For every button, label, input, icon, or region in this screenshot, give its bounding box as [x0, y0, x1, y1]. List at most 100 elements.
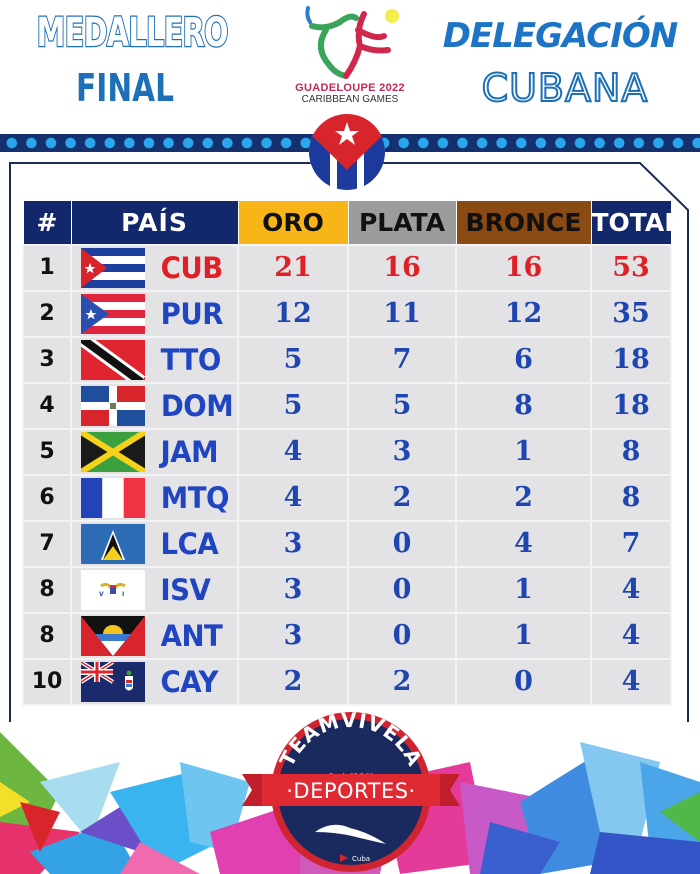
svg-text:I: I [122, 591, 124, 598]
teamvivela-deportes-logo-icon: TEAMVÍVELA •Desde 25-5-20• ·DEPORTES· Cu… [242, 708, 460, 872]
event-name: GUADELOUPE 2022 [295, 82, 405, 94]
country-cell: ANT [70, 611, 239, 660]
silver-count: 2 [347, 473, 457, 522]
silver-count: 0 [347, 611, 457, 660]
bronze-count: 2 [455, 473, 592, 522]
rank-cell: 6 [22, 473, 72, 522]
rank-cell: 2 [22, 289, 72, 338]
column-header-silver: PLATA [347, 200, 457, 245]
total-count: 4 [590, 657, 672, 706]
trinidad-tobago-flag-icon [81, 339, 145, 380]
country-cell: LCA [70, 519, 239, 568]
table-row: 8 V I ISV 3 0 1 4 [22, 565, 672, 614]
total-count: 4 [590, 611, 672, 660]
saint-lucia-flag-icon [81, 523, 145, 564]
country-code: PUR [160, 296, 224, 331]
column-header-total: TOTAL [590, 200, 680, 245]
column-header-bronze: BRONCE [455, 200, 592, 245]
rank-cell: 3 [22, 335, 72, 384]
total-count: 4 [590, 565, 672, 614]
country-code: JAM [160, 434, 219, 469]
silver-count: 3 [347, 427, 457, 476]
gold-count: 12 [237, 289, 349, 338]
table-row: 6 MTQ 4 2 2 8 [22, 473, 672, 522]
silver-count: 7 [347, 335, 457, 384]
table-row: 7 LCA 3 0 4 7 [22, 519, 672, 568]
bronze-count: 1 [455, 565, 592, 614]
antigua-barbuda-flag-icon [81, 615, 145, 656]
country-code: ISV [160, 572, 211, 607]
rank-cell: 10 [22, 657, 72, 706]
title-final: FINAL [76, 66, 174, 110]
country-code: CAY [160, 664, 219, 699]
table-row: 3 TTO 5 7 6 18 [22, 335, 672, 384]
silver-count: 0 [347, 519, 457, 568]
country-cell: TTO [70, 335, 239, 384]
cuba-flag-icon [81, 247, 145, 288]
table-row: 10 CAY [22, 657, 672, 706]
bronze-count: 1 [455, 427, 592, 476]
total-count: 53 [590, 243, 672, 292]
bronze-count: 1 [455, 611, 592, 660]
svg-text:Cuba: Cuba [352, 855, 370, 863]
silver-count: 11 [347, 289, 457, 338]
country-code: DOM [160, 388, 234, 423]
rank-cell: 7 [22, 519, 72, 568]
bronze-count: 0 [455, 657, 592, 706]
country-code: CUB [160, 250, 224, 285]
total-count: 7 [590, 519, 672, 568]
country-code: ANT [160, 618, 223, 653]
title-medallero: MEDALLERO [36, 9, 230, 58]
table-row: 4 DOM 5 5 8 18 [22, 381, 672, 430]
title-cubana: CUBANA [481, 65, 649, 111]
country-cell: CAY [70, 657, 239, 706]
country-cell: CUB [70, 243, 239, 292]
country-cell: MTQ [70, 473, 239, 522]
table-row: 2 PUR 12 11 12 35 [22, 289, 672, 338]
cuba-flag-badge-icon [309, 114, 385, 190]
rank-cell: 4 [22, 381, 72, 430]
medal-table: # PAÍS ORO PLATA BRONCE TOTAL 1 CUB 21 1… [22, 200, 680, 706]
bronze-count: 8 [455, 381, 592, 430]
us-virgin-islands-flag-icon: V I [81, 569, 145, 610]
dominican-republic-flag-icon [81, 385, 145, 426]
gold-count: 3 [237, 611, 349, 660]
total-count: 35 [590, 289, 672, 338]
svg-text:V: V [99, 591, 104, 598]
gold-count: 4 [237, 427, 349, 476]
column-header-gold: ORO [237, 200, 349, 245]
gold-count: 5 [237, 335, 349, 384]
table-header-row: # PAÍS ORO PLATA BRONCE TOTAL [22, 200, 680, 245]
country-code: LCA [160, 526, 219, 561]
cayman-islands-flag-icon [81, 661, 145, 702]
column-header-rank: # [22, 200, 72, 245]
rank-cell: 8 [22, 565, 72, 614]
jamaica-flag-icon [81, 431, 145, 472]
gold-count: 3 [237, 519, 349, 568]
table-row: 1 CUB 21 16 16 53 [22, 243, 672, 292]
france-flag-icon [81, 477, 145, 518]
total-count: 18 [590, 335, 672, 384]
country-cell: V I ISV [70, 565, 239, 614]
silver-count: 5 [347, 381, 457, 430]
silver-count: 16 [347, 243, 457, 292]
table-row: 8 ANT 3 0 1 4 [22, 611, 672, 660]
bronze-count: 16 [455, 243, 592, 292]
total-count: 18 [590, 381, 672, 430]
country-code: TTO [160, 342, 222, 377]
gold-count: 2 [237, 657, 349, 706]
column-header-country: PAÍS [70, 200, 239, 245]
bronze-count: 12 [455, 289, 592, 338]
rank-cell: 8 [22, 611, 72, 660]
country-code: MTQ [160, 480, 230, 515]
silver-count: 2 [347, 657, 457, 706]
gold-count: 21 [237, 243, 349, 292]
title-delegacion: DELEGACIÓN [442, 16, 678, 56]
caribbean-games-logo-icon [305, 6, 399, 79]
total-count: 8 [590, 427, 672, 476]
country-cell: DOM [70, 381, 239, 430]
table-row: 5 JAM 4 3 1 8 [22, 427, 672, 476]
bronze-count: 6 [455, 335, 592, 384]
country-cell: PUR [70, 289, 239, 338]
gold-count: 3 [237, 565, 349, 614]
